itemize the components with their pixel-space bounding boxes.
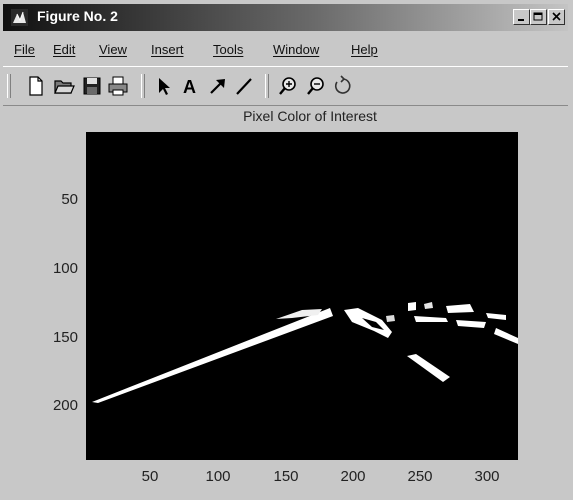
new-figure-icon	[29, 76, 43, 96]
menu-window[interactable]: Window	[273, 42, 320, 57]
lane-marking-fragment	[276, 309, 322, 319]
figure-title: Pixel Color of Interest	[243, 108, 377, 124]
dashed-lane-marking	[407, 354, 450, 382]
toolbar-separator	[141, 74, 145, 98]
menu-view[interactable]: View	[99, 42, 127, 57]
left-lane-marking	[92, 308, 333, 403]
title-bar[interactable]: Figure No. 2	[3, 4, 568, 31]
road-clutter	[424, 302, 433, 309]
save-button[interactable]	[81, 75, 103, 97]
y-tick-label: 100	[52, 260, 78, 277]
binary-road-image	[86, 132, 518, 460]
road-clutter	[446, 304, 474, 313]
maximize-icon	[533, 12, 543, 21]
zoom-out-icon	[307, 77, 324, 95]
rotate-3d-button[interactable]	[331, 75, 353, 97]
maximize-button[interactable]	[530, 9, 547, 25]
x-tick-label: 50	[141, 468, 159, 485]
zoom-in-button[interactable]	[277, 75, 299, 97]
zoom-out-button[interactable]	[305, 75, 327, 97]
matlab-figure-icon	[11, 9, 28, 26]
marking-gap	[362, 318, 384, 330]
print-button[interactable]	[107, 75, 129, 97]
x-tick-label: 300	[474, 468, 500, 485]
close-icon	[552, 12, 561, 21]
close-button[interactable]	[548, 9, 565, 25]
menu-bar: File Edit View Insert Tools Window Help	[3, 34, 568, 62]
save-icon	[83, 77, 101, 95]
zoom-in-icon	[279, 77, 296, 95]
window-bottom-edge	[0, 490, 573, 500]
menu-help[interactable]: Help	[351, 42, 378, 57]
select-arrow-icon	[159, 78, 170, 95]
insert-arrow-icon	[210, 79, 225, 94]
print-icon	[108, 76, 128, 96]
menu-edit[interactable]: Edit	[53, 42, 76, 57]
insert-line-icon	[236, 78, 252, 95]
insert-arrow-button[interactable]	[207, 75, 229, 97]
open-file-button[interactable]	[53, 75, 75, 97]
insert-line-button[interactable]	[233, 75, 255, 97]
image-axes[interactable]	[86, 132, 518, 460]
rotate-3d-icon	[334, 75, 351, 94]
toolbar-separator	[265, 74, 269, 98]
menu-insert[interactable]: Insert	[151, 42, 184, 57]
road-clutter	[414, 316, 448, 322]
minimize-button[interactable]	[513, 9, 530, 25]
y-tick-label: 150	[52, 329, 78, 346]
road-clutter	[456, 320, 486, 328]
x-tick-label: 250	[407, 468, 433, 485]
select-button[interactable]	[153, 75, 175, 97]
open-file-icon	[54, 80, 75, 94]
svg-text:A: A	[183, 77, 196, 97]
figure-toolbar: A	[3, 66, 568, 106]
new-figure-button[interactable]	[25, 75, 47, 97]
insert-text-icon: A	[183, 77, 196, 97]
road-clutter	[494, 328, 518, 344]
minimize-icon	[518, 19, 524, 21]
toolbar-grip[interactable]	[7, 74, 11, 98]
x-tick-label: 150	[273, 468, 299, 485]
x-tick-label: 200	[340, 468, 366, 485]
road-clutter	[486, 313, 506, 320]
window-title: Figure No. 2	[37, 8, 118, 24]
y-tick-label: 50	[61, 191, 78, 208]
insert-text-button[interactable]: A	[179, 75, 201, 97]
menu-file[interactable]: File	[14, 42, 35, 57]
road-clutter	[386, 315, 395, 322]
menu-tools[interactable]: Tools	[213, 42, 244, 57]
y-tick-label: 200	[52, 397, 78, 414]
x-tick-label: 100	[205, 468, 231, 485]
road-clutter	[408, 302, 416, 311]
